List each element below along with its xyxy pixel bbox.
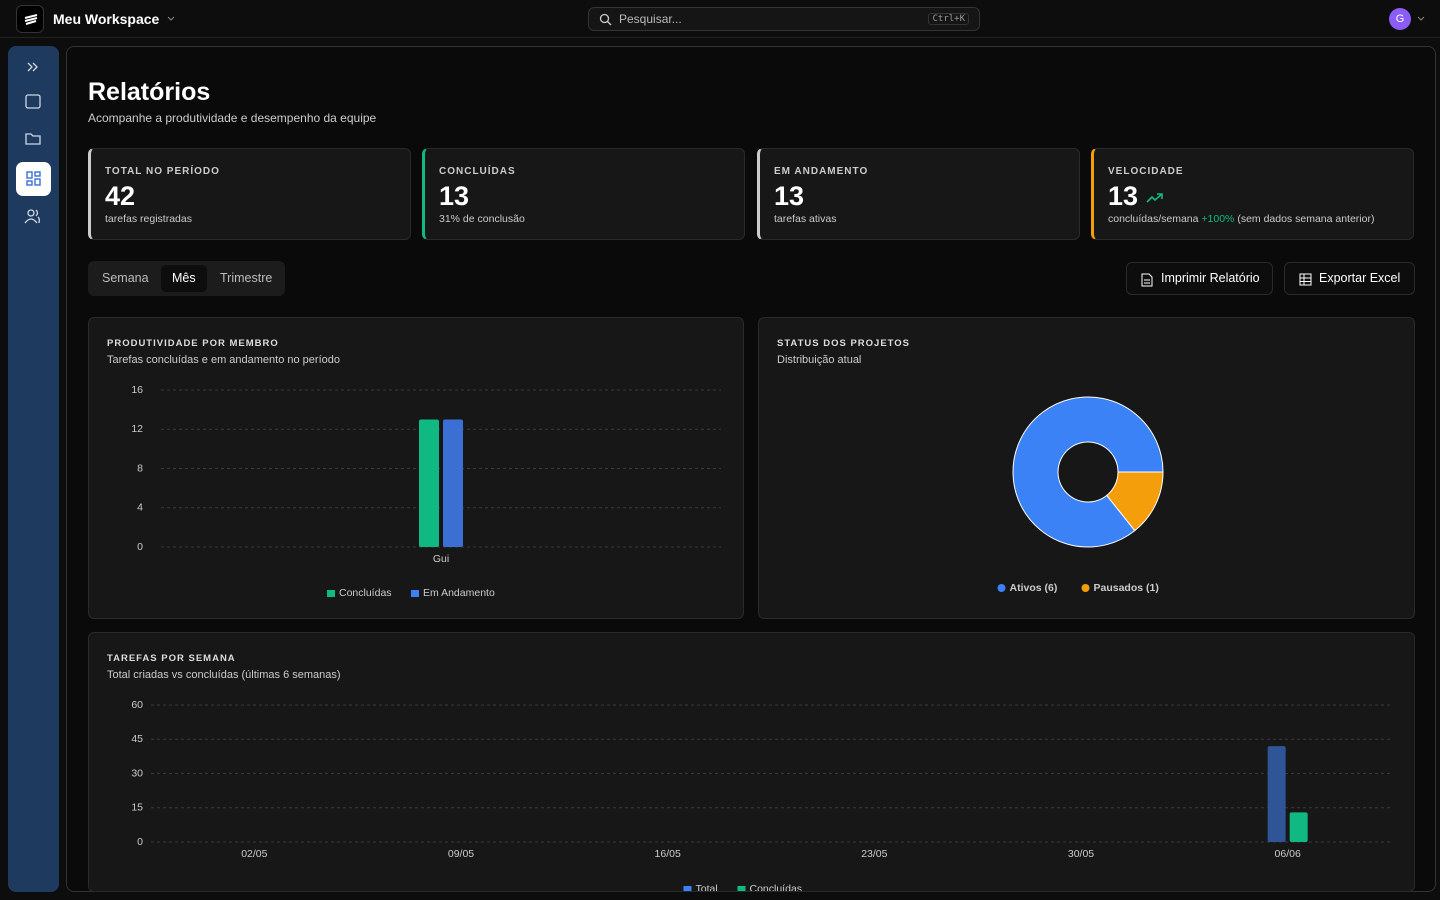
button-label: Imprimir Relatório xyxy=(1161,271,1260,285)
chart: 0 4 8 12 16 Gui Concluídas Em Andamento xyxy=(131,384,721,599)
y-tick-label: 30 xyxy=(131,767,143,779)
bar xyxy=(1289,812,1308,842)
pie-slice xyxy=(1012,396,1164,548)
expand-icon[interactable] xyxy=(27,62,38,72)
stat-value: 13 xyxy=(439,181,470,211)
chart-panel: 0 15 30 45 60 02/05 09/05 16/05 23/05 30/05 06/06 T… xyxy=(88,632,1415,892)
team-icon[interactable] xyxy=(24,209,40,224)
search[interactable]: Pesquisar... Ctrl+K xyxy=(588,7,980,31)
period-tabs: Semana Mês Trimestre xyxy=(88,261,285,296)
export-button[interactable]: Exportar Excel xyxy=(1284,262,1415,295)
legend-label: Em Andamento xyxy=(423,587,495,599)
y-tick-label: 8 xyxy=(137,462,143,474)
folder-icon[interactable] xyxy=(25,133,41,145)
x-tick-label: 09/05 xyxy=(448,848,474,860)
legend-label: Total xyxy=(696,883,718,892)
tab[interactable]: Trimestre xyxy=(220,271,273,285)
y-tick-label: 16 xyxy=(131,384,143,396)
chart-subtitle: Total criadas vs concluídas (últimas 6 s… xyxy=(107,669,341,681)
trend-icon xyxy=(1145,193,1163,203)
y-tick-label: 0 xyxy=(137,541,143,553)
stat-label: CONCLUÍDAS xyxy=(439,166,516,177)
reports-active[interactable] xyxy=(16,162,51,196)
sidebar-icons xyxy=(16,62,51,224)
chart-panel: Ativos (6) Pausados (1) STATUS DOS PROJETO… xyxy=(758,317,1415,619)
calendar-icon[interactable] xyxy=(25,94,41,109)
stat-value: 13 xyxy=(774,181,805,211)
file-icon xyxy=(1141,273,1153,287)
shortcut: Ctrl+K xyxy=(928,13,969,25)
chart: Ativos (6) Pausados (1) xyxy=(997,396,1164,594)
stat-label: TOTAL NO PERÍODO xyxy=(105,166,220,177)
stat-card: CONCLUÍDAS 13 31% de conclusão xyxy=(422,148,745,240)
legend-swatch xyxy=(1081,584,1090,592)
legend-label: Concluídas xyxy=(750,883,803,892)
stat-number: 13 xyxy=(1108,181,1139,211)
bar xyxy=(443,419,463,547)
x-tick-label: 16/05 xyxy=(655,848,681,860)
page-subtitle: Acompanhe a produtividade e desempenho d… xyxy=(88,111,377,125)
chart-title: STATUS DOS PROJETOS xyxy=(777,338,911,349)
chart-title: TAREFAS POR SEMANA xyxy=(107,653,236,664)
search-icon xyxy=(599,13,612,26)
stat-label: VELOCIDADE xyxy=(1108,166,1184,177)
logo[interactable] xyxy=(16,5,44,33)
stat-label: EM ANDAMENTO xyxy=(774,166,869,177)
x-tick-label: 30/05 xyxy=(1068,848,1094,860)
stat-note: tarefas ativas xyxy=(774,213,837,225)
x-tick-label: 06/06 xyxy=(1275,848,1301,860)
legend-swatch xyxy=(327,590,335,597)
x-tick-label: 23/05 xyxy=(861,848,887,860)
stat-note: 31% de conclusão xyxy=(439,213,525,225)
button-label: Exportar Excel xyxy=(1319,271,1401,285)
chevron xyxy=(1417,16,1425,21)
y-tick-label: 12 xyxy=(131,423,143,435)
x-tick-label: 02/05 xyxy=(241,848,267,860)
trend-note: (sem dados semana anterior) xyxy=(1237,213,1375,225)
stat-value: 13 xyxy=(1108,181,1164,212)
chart: 0 15 30 45 60 02/05 09/05 16/05 23/05 30/05 06/06 T… xyxy=(131,699,1391,892)
legend-label: Pausados (1) xyxy=(1094,582,1159,594)
search-placeholder: Pesquisar... xyxy=(619,12,682,26)
chevron xyxy=(167,16,175,21)
stat-note: concluídas/semana +100% (sem dados seman… xyxy=(1108,213,1374,225)
stat-value: 42 xyxy=(105,181,136,211)
trend-value: +100% xyxy=(1201,213,1235,225)
y-tick-label: 60 xyxy=(131,699,143,711)
y-tick-label: 45 xyxy=(131,733,143,745)
legend-swatch xyxy=(997,584,1006,592)
tab[interactable]: Semana xyxy=(102,271,149,285)
sidebar xyxy=(8,46,59,892)
bar xyxy=(419,419,439,547)
legend-swatch xyxy=(737,886,746,891)
chart-panel: 0 4 8 12 16 Gui Concluídas Em Andamento PRODUTIV… xyxy=(88,317,744,619)
print-button[interactable]: Imprimir Relatório xyxy=(1126,262,1273,295)
avatar[interactable]: G xyxy=(1389,8,1411,30)
x-tick-label: Gui xyxy=(433,553,449,565)
table-icon xyxy=(1299,273,1312,286)
legend-swatch xyxy=(411,590,419,597)
y-tick-label: 15 xyxy=(131,802,143,814)
page-title: Relatórios xyxy=(88,78,211,106)
tab[interactable]: Mês xyxy=(161,265,207,292)
workspace-name[interactable]: Meu Workspace xyxy=(53,11,160,27)
stat-card: VELOCIDADE 13 concluídas/semana +100% (se… xyxy=(1091,148,1414,240)
legend-label: Ativos (6) xyxy=(1010,582,1058,594)
stat-note: tarefas registradas xyxy=(105,213,192,225)
legend-swatch xyxy=(683,886,692,891)
legend-label: Concluídas xyxy=(339,587,392,599)
reports-icon xyxy=(26,171,41,186)
y-tick-label: 0 xyxy=(137,836,143,848)
chart-subtitle: Distribuição atual xyxy=(777,354,862,366)
stat-card: TOTAL NO PERÍODO 42 tarefas registradas xyxy=(88,148,411,240)
logo-icon xyxy=(24,14,38,25)
chart-subtitle: Tarefas concluídas e em andamento no per… xyxy=(107,354,340,366)
top-bar: Meu Workspace Pesquisar... Ctrl+K G xyxy=(0,0,1440,38)
stat-note-text: concluídas/semana xyxy=(1108,213,1199,225)
stat-card: EM ANDAMENTO 13 tarefas ativas xyxy=(757,148,1080,240)
y-tick-label: 4 xyxy=(137,502,143,514)
bar xyxy=(1267,746,1286,842)
chart-title: PRODUTIVIDADE POR MEMBRO xyxy=(107,338,279,349)
